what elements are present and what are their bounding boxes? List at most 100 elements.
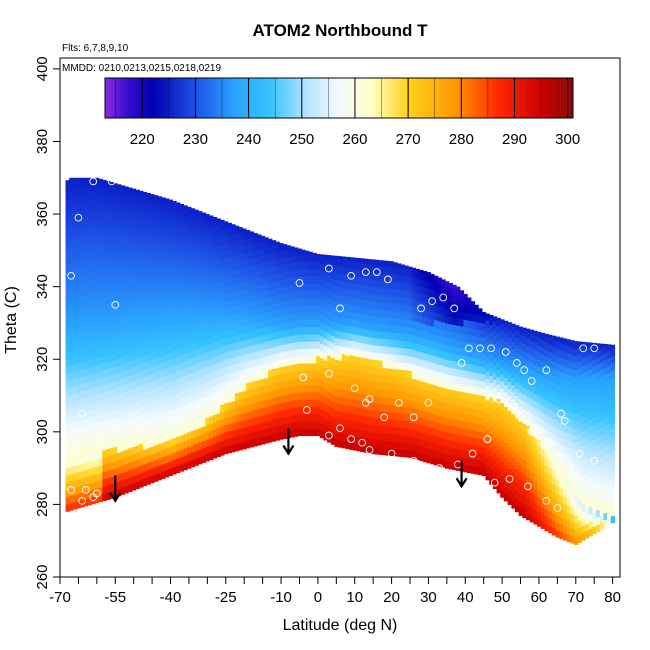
field-cell: [610, 515, 616, 524]
field-cell: [109, 331, 115, 340]
field-cell: [312, 252, 317, 255]
field-cell: [198, 420, 203, 429]
field-cell: [69, 415, 74, 424]
field-cell: [242, 383, 247, 392]
field-cell: [168, 373, 173, 382]
field-cell: [610, 384, 616, 393]
field-cell: [386, 396, 391, 405]
field-cell: [323, 381, 328, 390]
field-cell: [433, 355, 439, 364]
field-cell: [109, 244, 115, 253]
field-cell: [338, 439, 343, 448]
field-cell: [397, 310, 402, 319]
field-cell: [260, 240, 266, 249]
field-cell: [257, 306, 262, 315]
field-cell: [187, 359, 192, 368]
field-cell: [128, 440, 133, 449]
field-cell: [153, 285, 159, 294]
field-cell: [172, 459, 177, 468]
field-cell: [139, 269, 144, 278]
field-cell: [142, 311, 148, 320]
field-cell: [290, 262, 295, 271]
field-cell: [102, 464, 107, 472]
field-cell: [161, 412, 166, 421]
field-cell: [452, 433, 457, 442]
field-cell: [511, 362, 516, 371]
field-cell: [308, 283, 313, 291]
field-cell: [293, 399, 299, 408]
field-cell: [430, 449, 435, 458]
field-cell: [157, 385, 162, 394]
field-cell: [330, 277, 336, 286]
field-cell: [367, 409, 372, 418]
field-cell: [172, 437, 177, 446]
field-cell: [581, 467, 586, 476]
field-cell: [253, 322, 258, 331]
field-cell: [338, 425, 343, 434]
field-cell: [142, 427, 148, 436]
field-cell: [131, 293, 137, 302]
field-cell: [201, 338, 207, 347]
field-cell: [433, 421, 439, 430]
field-cell: [282, 307, 288, 316]
field-cell: [415, 321, 420, 330]
field-cell: [117, 227, 122, 235]
field-cell: [603, 468, 608, 477]
field-cell: [183, 251, 188, 260]
field-cell: [481, 381, 487, 389]
field-cell: [562, 460, 568, 468]
field-cell: [150, 424, 155, 433]
field-cell: [168, 257, 173, 266]
field-cell: [456, 419, 461, 428]
field-cell: [474, 372, 479, 381]
field-cell: [69, 292, 74, 301]
field-cell: [106, 201, 111, 210]
field-cell: [120, 334, 126, 343]
field-cell: [397, 289, 402, 298]
field-cell: [106, 375, 111, 384]
field-cell: [349, 420, 354, 429]
field-cell: [275, 244, 280, 252]
observation-point: [527, 427, 536, 436]
field-cell: [470, 378, 476, 387]
field-cell: [378, 309, 383, 318]
field-cell: [76, 319, 81, 328]
field-cell: [80, 368, 85, 377]
field-cell: [168, 351, 173, 360]
field-cell: [330, 298, 336, 307]
field-cell: [485, 341, 490, 350]
field-cell: [124, 362, 129, 370]
field-cell: [253, 380, 258, 389]
field-cell: [72, 283, 78, 292]
field-cell: [165, 433, 170, 442]
field-cell: [76, 268, 81, 277]
field-cell: [400, 304, 406, 312]
field-cell: [201, 237, 207, 246]
field-cell: [290, 371, 295, 380]
field-cell: [279, 410, 284, 418]
field-cell: [128, 302, 133, 311]
field-cell: [131, 410, 137, 418]
field-cell: [161, 197, 166, 204]
field-cell: [212, 225, 218, 234]
field-cell: [286, 357, 291, 366]
field-cell: [168, 330, 173, 339]
field-cell: [474, 386, 479, 395]
field-cell: [301, 249, 306, 255]
field-cell: [367, 387, 372, 396]
field-cell: [334, 330, 339, 339]
field-cell: [327, 255, 332, 262]
field-cell: [496, 325, 501, 334]
field-cell: [459, 383, 465, 392]
field-cell: [194, 378, 199, 386]
field-cell: [172, 248, 177, 257]
field-cell: [360, 444, 365, 453]
field-cell: [113, 402, 118, 411]
field-cell: [253, 336, 258, 345]
field-cell: [194, 291, 199, 299]
field-cell: [220, 396, 225, 405]
field-cell: [511, 348, 516, 357]
field-cell: [153, 394, 159, 402]
field-cell: [220, 288, 225, 296]
field-cell: [290, 407, 295, 416]
